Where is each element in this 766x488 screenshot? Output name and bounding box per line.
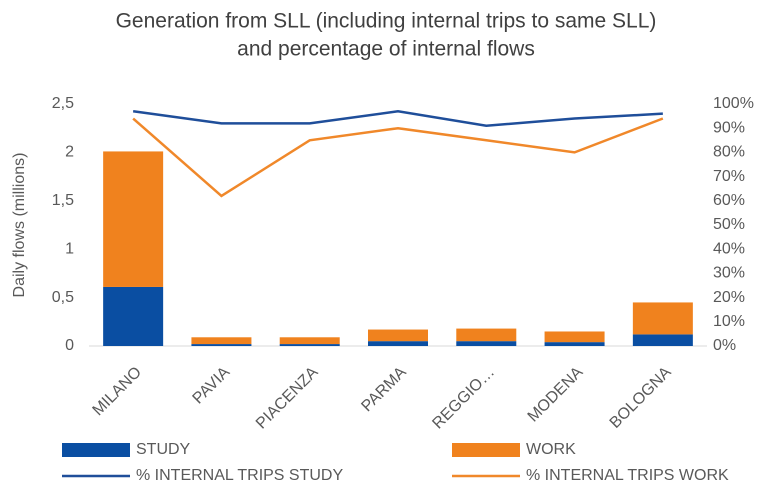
y-tick-label: 1 xyxy=(65,240,74,257)
y-tick-label: 1,5 xyxy=(52,192,74,209)
y2-tick-label: 90% xyxy=(713,119,745,136)
y2-tick-label: 30% xyxy=(713,265,745,282)
y2-tick-label: 60% xyxy=(713,192,745,209)
bar xyxy=(191,337,252,345)
y-tick-label: 2 xyxy=(65,144,74,161)
y2-tick-label: 10% xyxy=(713,313,745,330)
bar xyxy=(368,329,428,342)
bar xyxy=(544,331,605,343)
bar xyxy=(279,337,340,345)
y2-tick-label: 20% xyxy=(713,289,745,306)
y-tick-label: 2,5 xyxy=(52,95,74,112)
legend-label: STUDY xyxy=(136,441,191,458)
legend-swatch xyxy=(62,443,130,457)
bar xyxy=(544,342,605,346)
x-tick-label: PIACENZA xyxy=(253,364,322,433)
y-axis-label: Daily flows (millions) xyxy=(11,153,28,298)
bar xyxy=(632,302,693,335)
bar xyxy=(191,344,252,346)
x-tick-label: REGGIO… xyxy=(429,364,498,433)
bar xyxy=(103,286,164,346)
y2-tick-label: 40% xyxy=(713,240,745,257)
x-tick-label: PAVIA xyxy=(190,364,234,408)
x-tick-label: MILANO xyxy=(90,364,145,419)
legend-label: % INTERNAL TRIPS STUDY xyxy=(136,467,343,484)
y2-tick-label: 70% xyxy=(713,168,745,185)
legend-swatch xyxy=(452,443,520,457)
bar xyxy=(103,151,164,287)
y-tick-label: 0,5 xyxy=(52,289,74,306)
y2-tick-label: 100% xyxy=(713,95,754,112)
bar xyxy=(279,344,340,346)
y2-tick-label: 50% xyxy=(713,216,745,233)
bar xyxy=(368,341,428,346)
chart-title: Generation from SLL (including internal … xyxy=(116,10,657,33)
line xyxy=(132,117,664,198)
bar xyxy=(632,334,693,346)
y2-tick-label: 0% xyxy=(713,337,736,354)
x-tick-label: MODENA xyxy=(525,364,587,426)
legend-label: % INTERNAL TRIPS WORK xyxy=(526,467,729,484)
y-tick-label: 0 xyxy=(65,337,74,354)
chart-title: and percentage of internal flows xyxy=(237,38,535,61)
bar xyxy=(456,328,517,342)
y2-tick-label: 80% xyxy=(713,144,745,161)
line xyxy=(132,109,663,128)
bar xyxy=(456,341,517,346)
x-tick-label: BOLOGNA xyxy=(607,364,675,432)
x-tick-label: PARMA xyxy=(358,364,410,416)
legend-label: WORK xyxy=(526,441,576,458)
